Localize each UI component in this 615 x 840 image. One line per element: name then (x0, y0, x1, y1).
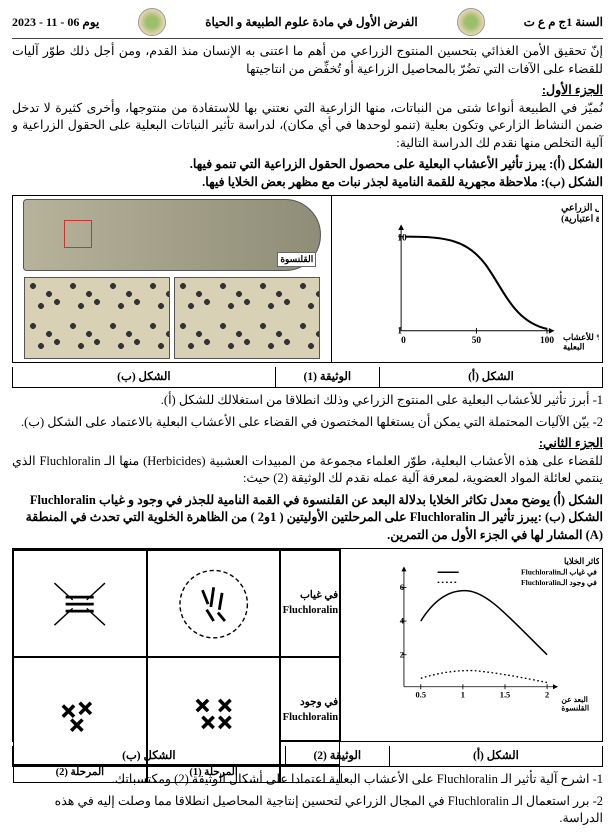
cell-absence-phase2 (13, 550, 147, 657)
svg-text:البعلية: البعلية (563, 342, 584, 352)
svg-text:معدل تكاثر الخلايا: معدل تكاثر الخلايا (564, 556, 599, 567)
svg-text:1.5: 1.5 (500, 690, 511, 700)
document-2: معدل تكاثر الخلايا 6 4 2 0.5 1 1.5 2 (12, 548, 603, 742)
doc2-captions: الشكل (أ) الوثيقة (2) الشكل (ب) (12, 746, 603, 767)
svg-text:% للأعشاب: % للأعشاب (563, 331, 599, 342)
header-left: يوم 06 - 11 - 2023 (12, 14, 99, 31)
part2-figA: الشكل (أ) يوضح معدل تكاثر الخلايا بدلالة… (12, 492, 603, 510)
doc1-captions: الشكل (أ) الوثيقة (1) الشكل (ب) (12, 367, 603, 388)
part1-figB: الشكل (ب): ملاحظة مجهرية للقمة النامية ل… (12, 174, 603, 192)
question-2: 2- بيّن الآليات المحتملة التي يمكن أن يس… (12, 414, 603, 432)
chart-1: المحصول الزراعي (وحدة اعتبارية) 10 1 0 5… (335, 199, 599, 359)
svg-text:2: 2 (545, 690, 549, 700)
svg-text:القلنسوة: القلنسوة (562, 703, 590, 712)
row-label-absence: في غياب Fluchloralin (280, 550, 340, 657)
svg-text:2: 2 (400, 649, 404, 659)
svg-text:6: 6 (400, 582, 404, 592)
part1-figA: الشكل (أ): يبرز تأثير الأعشاب البعلية عل… (12, 156, 603, 174)
part1-title: الجزء الأول: (542, 83, 603, 97)
logo-icon (457, 8, 485, 36)
svg-text:0.5: 0.5 (416, 690, 427, 700)
question-1: 1- أبرز تأثير للأعشاب البعلية على المنتو… (12, 392, 603, 410)
svg-text:(وحدة اعتبارية): (وحدة اعتبارية) (561, 214, 599, 225)
root-tip-image: القلنسوة (23, 199, 321, 271)
svg-text:10: 10 (397, 233, 407, 243)
part2-body1: للقضاء على هذه الأعشاب البعلية، طوّر الع… (12, 453, 603, 488)
part2-title: الجزء الثاني: (539, 436, 603, 450)
part2-figB: الشكل (ب) :يبرز تأثير الـ Fluchloralin ع… (12, 509, 603, 544)
document-1: المحصول الزراعي (وحدة اعتبارية) 10 1 0 5… (12, 195, 603, 363)
part1-body: نُميّز في الطبيعة أنواعا شتى من النباتات… (12, 100, 603, 153)
root-cap-label: القلنسوة (277, 252, 316, 267)
svg-text:50: 50 (472, 336, 482, 346)
logo-icon (138, 8, 166, 36)
page-header: السنة 1ج م ع ت الفرض الأول في مادة علوم … (12, 8, 603, 39)
svg-text:في وجود الـFluchloralin: في وجود الـFluchloralin (521, 578, 597, 588)
svg-text:في غياب الـFluchloralin: في غياب الـFluchloralin (521, 568, 597, 578)
cells-table: في غياب Fluchloralin في وجود Fluchlorali… (12, 549, 341, 741)
svg-text:المحصول الزراعي: المحصول الزراعي (561, 202, 599, 213)
cell-micrographs (24, 277, 320, 359)
svg-text:1: 1 (461, 690, 465, 700)
chart-2: معدل تكاثر الخلايا 6 4 2 0.5 1 1.5 2 (344, 552, 599, 712)
svg-text:0: 0 (401, 336, 406, 346)
header-right: السنة 1ج م ع ت (524, 14, 603, 31)
svg-text:100: 100 (540, 336, 554, 346)
header-center: الفرض الأول في مادة علوم الطبيعة و الحيا… (205, 14, 418, 31)
question-4: 2- برر استعمال الـ Fluchloralin في المجا… (12, 793, 603, 828)
cell-absence-phase1 (147, 550, 281, 657)
intro-text: إنّ تحقيق الأمن الغذائي بتحسين المنتوج ا… (12, 43, 603, 78)
